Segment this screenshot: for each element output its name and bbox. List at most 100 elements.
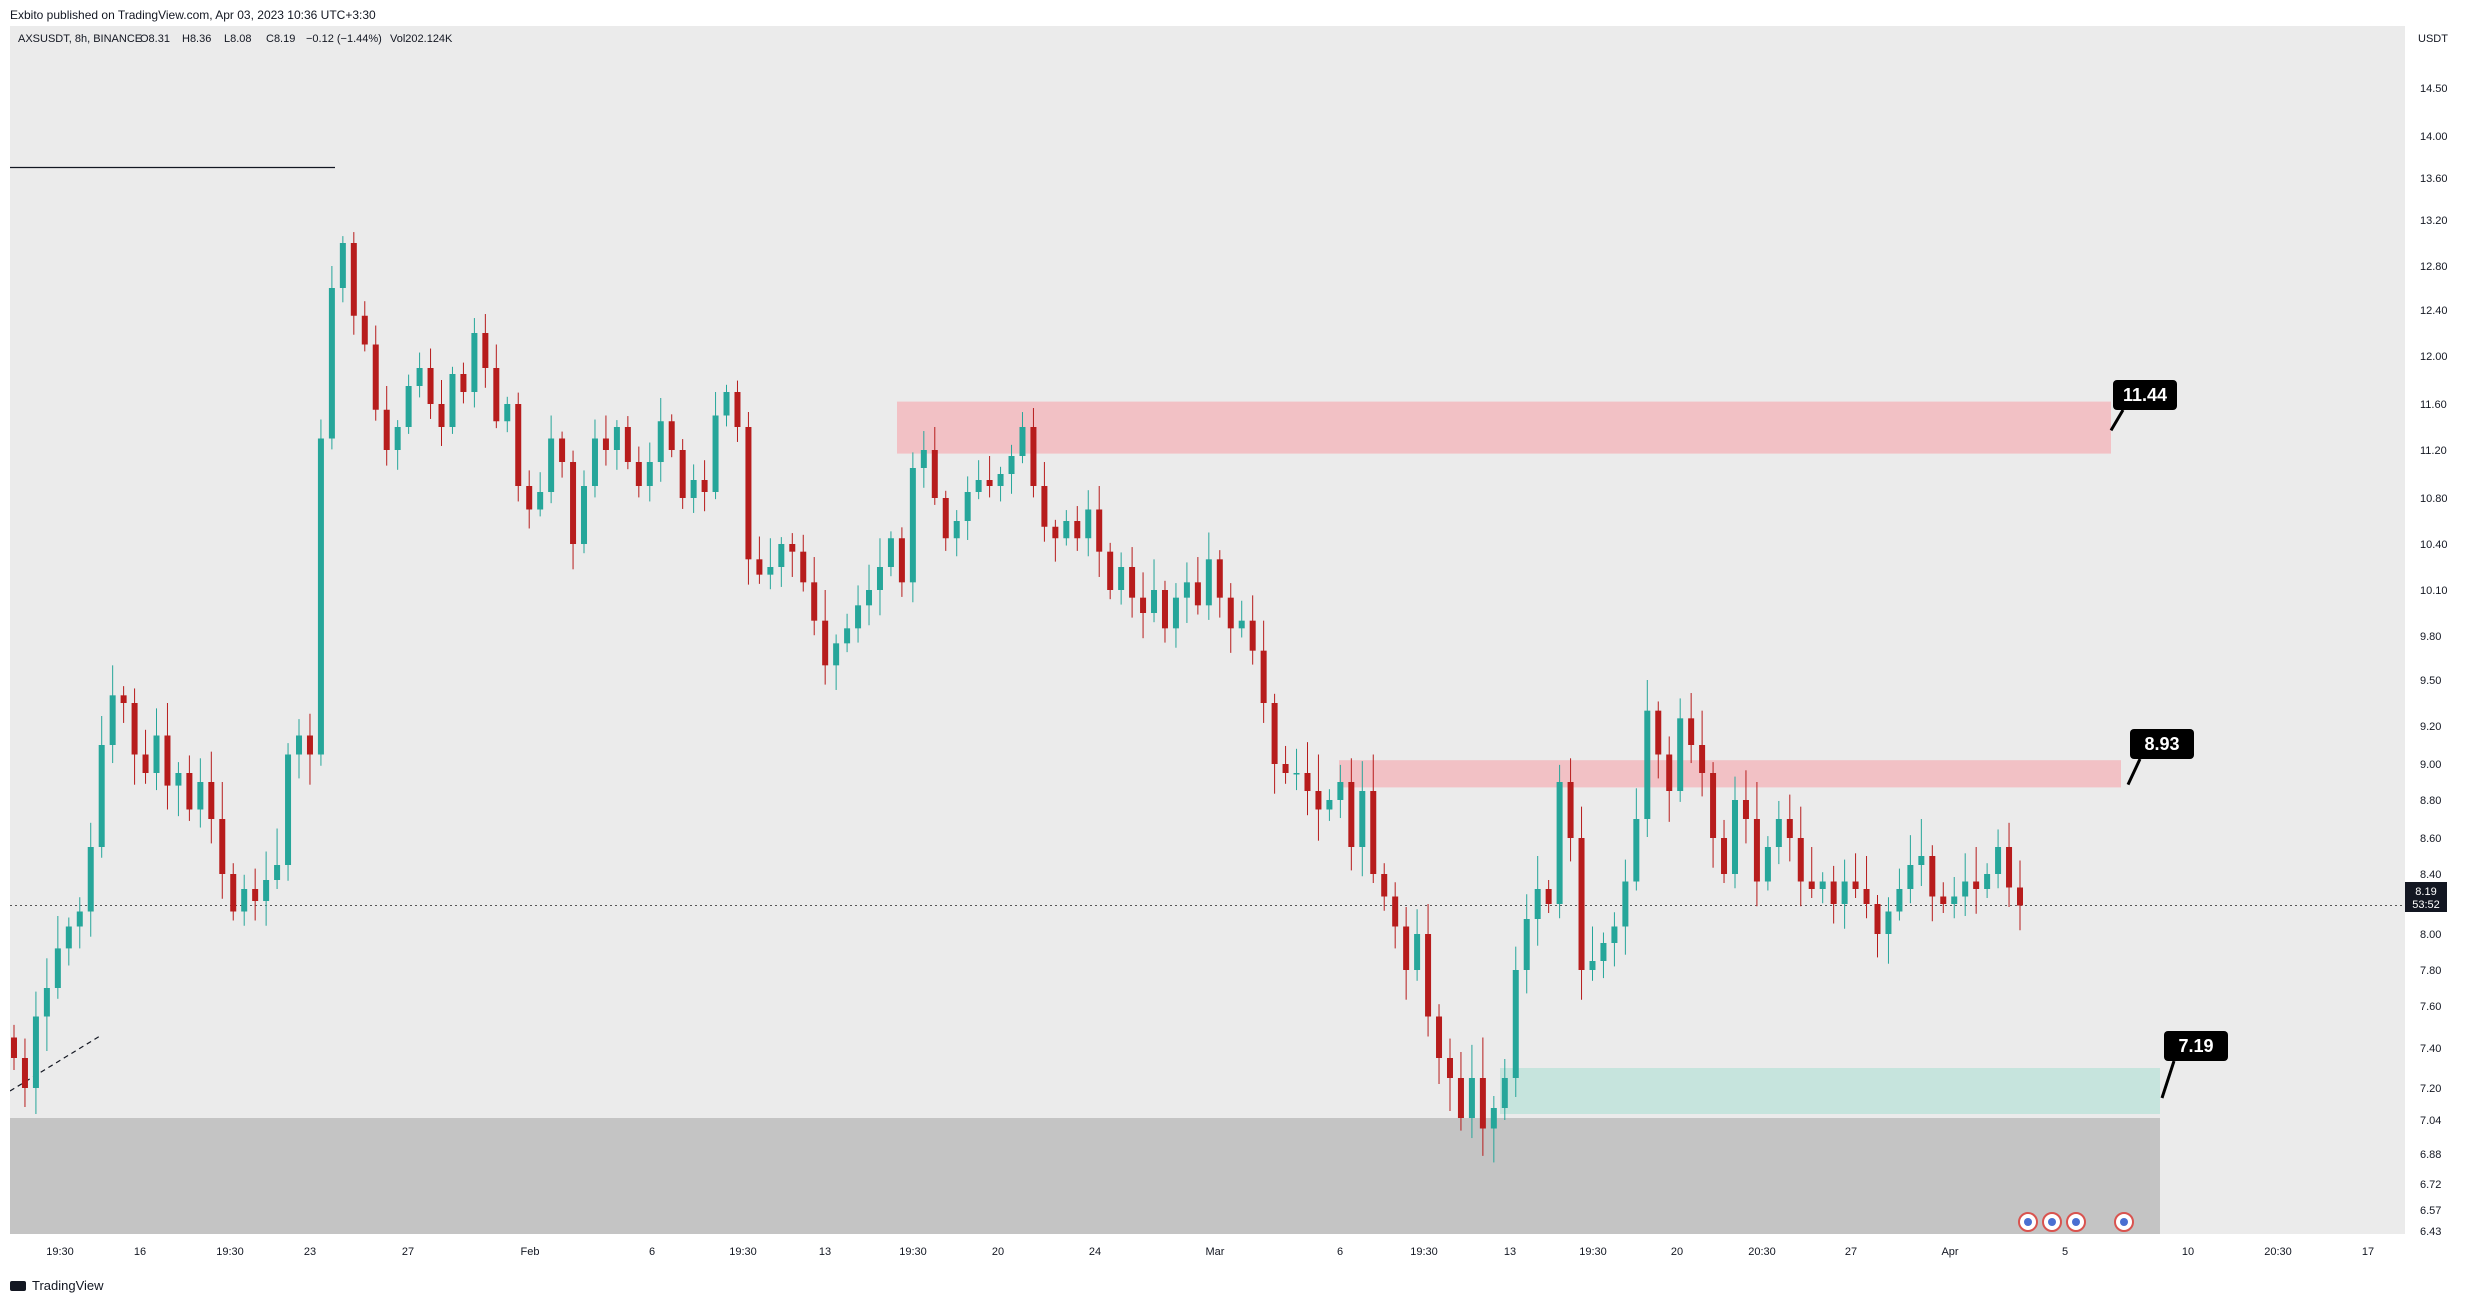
candle-body	[1271, 703, 1278, 764]
candle-body	[109, 695, 116, 745]
candle-body	[1151, 590, 1158, 613]
candle-body	[1249, 620, 1256, 651]
chart-container[interactable]: 14.50 14.00 13.60 13.20 12.80 12.40 12.00 11.60…	[9, 26, 2460, 1271]
candle-body	[1030, 427, 1037, 486]
candle-body	[570, 462, 577, 544]
event-flag-dot	[2120, 1218, 2128, 1226]
time-tick-label: 19:30	[899, 1246, 927, 1258]
candle-body	[953, 521, 960, 539]
legend-close: C8.19	[266, 33, 295, 45]
price-tick-label: 7.40	[2420, 1043, 2441, 1055]
last-price-box	[2405, 882, 2447, 912]
candle-body	[1282, 764, 1289, 773]
candle-body	[153, 735, 160, 773]
candle-body	[1775, 819, 1782, 847]
candle-body	[909, 468, 916, 583]
candle-body	[449, 374, 456, 427]
candle-body	[1622, 881, 1629, 927]
candle-body	[1808, 881, 1815, 889]
price-tick-label: 10.40	[2420, 539, 2448, 551]
candle-body	[1655, 710, 1662, 755]
candle-body	[1370, 791, 1377, 874]
time-tick-label: 13	[819, 1246, 831, 1258]
candle-body	[230, 874, 237, 912]
candle-body	[438, 404, 445, 427]
candle-body	[876, 567, 883, 590]
candle-body	[471, 333, 478, 392]
time-tick-label: 17	[2362, 1246, 2374, 1258]
candle-body	[931, 450, 938, 498]
candlestick-chart[interactable]: 14.50 14.00 13.60 13.20 12.80 12.40 12.00 11.60…	[9, 26, 2460, 1271]
candle-body	[1414, 934, 1421, 970]
candle-body	[1052, 526, 1059, 539]
candle-body	[131, 703, 138, 755]
candle-body	[745, 427, 752, 560]
candle-body	[920, 450, 927, 468]
price-tick-label: 9.00	[2420, 759, 2441, 771]
candle-body	[613, 427, 620, 450]
price-axis: 14.50 14.00 13.60 13.20 12.80 12.40 12.00 11.60…	[2420, 83, 2448, 1238]
candle-body	[1874, 904, 1881, 934]
candle-body	[1534, 889, 1541, 919]
time-tick-label: 20	[992, 1246, 1004, 1258]
candle-body	[1446, 1058, 1453, 1078]
price-tick-label: 9.80	[2420, 631, 2441, 643]
candle-body	[1008, 456, 1015, 474]
event-markers[interactable]	[2018, 1212, 2134, 1232]
candle-body	[1457, 1078, 1464, 1118]
price-tick-label: 14.00	[2420, 131, 2448, 143]
time-tick-label: Apr	[1941, 1246, 1958, 1258]
candle-body	[1666, 754, 1673, 791]
candle-body	[712, 415, 719, 492]
annotation-label: 7.19	[2178, 1036, 2213, 1056]
candle-body	[416, 368, 423, 386]
candle-body	[1951, 896, 1958, 904]
candle-body	[11, 1037, 17, 1058]
candle-body	[844, 628, 851, 644]
price-tick-label: 7.20	[2420, 1083, 2441, 1095]
candle-body	[208, 782, 215, 819]
candle-body	[1260, 650, 1267, 703]
price-tick-label: 10.80	[2420, 493, 2448, 505]
price-tick-label: 6.57	[2420, 1205, 2441, 1217]
price-tick-label: 9.20	[2420, 721, 2441, 733]
candle-body	[219, 819, 226, 874]
annotation-pointer	[2126, 758, 2142, 786]
candle-body	[1501, 1078, 1508, 1108]
legend-open: O8.31	[140, 33, 170, 45]
candle-body	[1742, 800, 1749, 819]
footer-brand[interactable]: TradingView	[10, 1278, 104, 1293]
candle-body	[1326, 800, 1333, 810]
candle-body	[1238, 620, 1245, 629]
time-tick-label: 19:30	[1579, 1246, 1607, 1258]
candle-body	[394, 427, 401, 450]
candle-body	[515, 404, 522, 486]
candle-body	[1436, 1016, 1443, 1058]
time-tick-label: Feb	[521, 1246, 540, 1258]
candle-body	[657, 421, 664, 462]
candle-body	[1172, 597, 1179, 629]
candle-body	[98, 745, 105, 847]
candle-body	[504, 404, 511, 422]
candle-body	[855, 605, 862, 629]
candle-body	[252, 889, 259, 901]
price-tick-label: 9.50	[2420, 675, 2441, 687]
candle-body	[263, 880, 270, 901]
candle-body	[1205, 559, 1212, 606]
candle-body	[2017, 887, 2023, 906]
candle-body	[87, 847, 94, 912]
candle-body	[328, 288, 335, 439]
candle-body	[1019, 427, 1026, 456]
candle-body	[591, 438, 598, 486]
candle-body	[1490, 1108, 1497, 1129]
candle-body	[1085, 509, 1092, 539]
candle-body	[635, 462, 642, 486]
candle-body	[350, 243, 357, 316]
candle-body	[679, 450, 686, 498]
candle-body	[241, 889, 248, 912]
candle-body	[800, 551, 807, 583]
last-price-label: 8.19	[2415, 886, 2436, 898]
published-header: Exbito published on TradingView.com, Apr…	[10, 8, 376, 22]
candle-body	[1381, 874, 1388, 897]
candle-body	[1161, 590, 1168, 629]
